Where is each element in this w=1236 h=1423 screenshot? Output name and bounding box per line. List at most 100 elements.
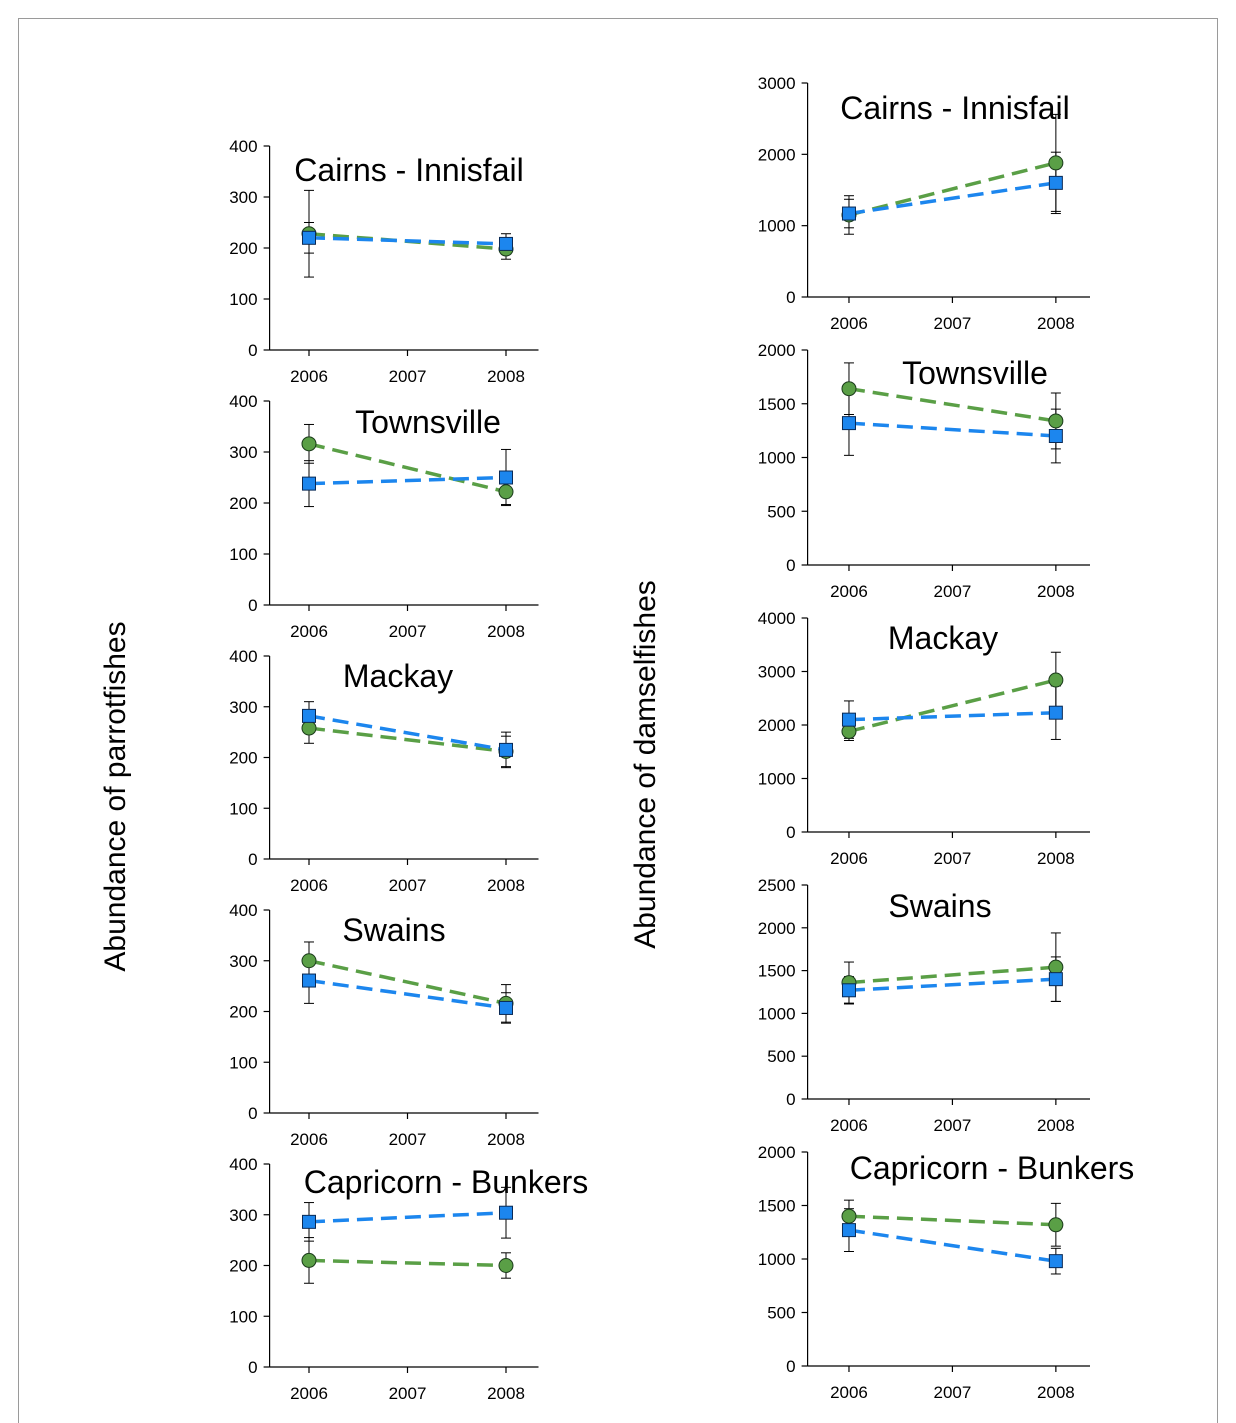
x-tick-label: 2007 xyxy=(934,1383,972,1402)
marker xyxy=(1048,959,1064,975)
y-tick-label: 1000 xyxy=(758,1250,796,1269)
panel: 0 100 200 300 400 2006 2007 2008 Mackay xyxy=(229,647,539,895)
marker xyxy=(1048,672,1064,688)
panel: 0 100 200 300 400 2006 2007 2008 Capricorn - Bun… xyxy=(229,1155,588,1403)
marker xyxy=(1048,705,1063,720)
series-line xyxy=(848,421,1056,438)
series-line xyxy=(848,977,1056,993)
marker xyxy=(1048,413,1064,429)
y-tick-label: 400 xyxy=(229,901,257,920)
y-tick-label: 400 xyxy=(229,1155,257,1174)
y-tick-label: 1500 xyxy=(758,1197,796,1216)
marker xyxy=(841,712,856,727)
panel: 0 500 1000 1500 2000 2006 2007 2008 Townsville xyxy=(758,341,1090,601)
x-tick-label: 2008 xyxy=(487,1130,525,1149)
y-tick-label: 2000 xyxy=(758,145,796,164)
panel-title: Mackay xyxy=(888,620,998,656)
x-tick-label: 2007 xyxy=(934,582,972,601)
marker xyxy=(498,1000,513,1015)
y-tick-label: 2000 xyxy=(758,919,796,938)
y-tick-label: 300 xyxy=(229,1206,257,1225)
y-tick-label: 200 xyxy=(229,749,257,768)
marker xyxy=(498,1258,514,1273)
y-tick-label: 100 xyxy=(229,290,257,309)
marker xyxy=(301,953,317,969)
y-tick-label: 300 xyxy=(229,952,257,971)
panel-title: Cairns - Innisfail xyxy=(840,90,1069,126)
marker xyxy=(301,476,316,491)
marker xyxy=(1048,155,1064,171)
y-tick-label: 100 xyxy=(229,1053,257,1072)
x-tick-label: 2007 xyxy=(389,876,427,895)
y-tick-label: 100 xyxy=(229,799,257,818)
marker xyxy=(498,470,513,485)
x-tick-label: 2008 xyxy=(487,622,525,641)
x-tick-label: 2008 xyxy=(1037,582,1075,601)
x-tick-label: 2008 xyxy=(1037,314,1075,333)
y-tick-label: 0 xyxy=(786,1357,795,1376)
y-tick-label: 300 xyxy=(229,188,257,207)
x-tick-label: 2008 xyxy=(487,367,525,386)
x-tick-label: 2006 xyxy=(290,876,328,895)
series-line xyxy=(848,1214,1056,1227)
x-tick-label: 2008 xyxy=(487,876,525,895)
marker xyxy=(1048,175,1063,190)
marker xyxy=(498,1205,513,1220)
panel-title: Swains xyxy=(888,888,991,924)
marker xyxy=(301,230,316,245)
series-line xyxy=(308,1210,507,1224)
series-line xyxy=(308,978,507,1010)
marker xyxy=(301,1252,317,1268)
panel-title: Capricorn - Bunkers xyxy=(850,1150,1135,1186)
x-tick-label: 2006 xyxy=(830,1116,868,1135)
marker xyxy=(301,973,316,988)
marker xyxy=(1048,1254,1063,1269)
panel-title: Capricorn - Bunkers xyxy=(304,1164,589,1200)
y-tick-label: 0 xyxy=(248,1358,257,1377)
marker xyxy=(841,416,856,431)
y-tick-label: 2000 xyxy=(758,1143,796,1162)
x-tick-label: 2006 xyxy=(290,367,328,386)
y-tick-label: 100 xyxy=(229,1307,257,1326)
y-axis-label: Abundance of parrotfishes xyxy=(99,621,132,971)
series-line xyxy=(848,181,1057,216)
y-tick-label: 0 xyxy=(248,596,257,615)
series-line xyxy=(848,386,1057,423)
panel-title: Swains xyxy=(342,912,445,948)
panel: 0 100 200 300 400 2006 2007 2008 Swains xyxy=(229,901,539,1149)
y-tick-label: 1000 xyxy=(758,449,796,468)
x-tick-label: 2007 xyxy=(389,1384,427,1403)
x-tick-label: 2006 xyxy=(290,622,328,641)
y-tick-label: 400 xyxy=(229,647,257,666)
series-line xyxy=(848,965,1056,985)
marker xyxy=(1048,972,1063,987)
y-tick-label: 0 xyxy=(248,850,257,869)
marker xyxy=(841,381,857,397)
panel-title: Townsville xyxy=(902,355,1048,391)
series-line xyxy=(308,726,507,754)
x-tick-label: 2007 xyxy=(389,622,427,641)
y-tick-label: 2000 xyxy=(758,341,796,360)
y-axis-label: Abundance of damselfishes xyxy=(629,580,662,949)
marker xyxy=(841,1208,857,1224)
panel: 0 100 200 300 400 2006 2007 2008 Townsville xyxy=(229,392,539,641)
marker xyxy=(1048,1217,1064,1233)
series-line xyxy=(848,710,1056,722)
y-tick-label: 4000 xyxy=(758,609,796,628)
x-tick-label: 2008 xyxy=(1037,1383,1075,1402)
panel-title: Cairns - Innisfail xyxy=(294,152,523,188)
y-tick-label: 200 xyxy=(229,494,257,513)
panel-title: Mackay xyxy=(343,658,453,694)
y-tick-label: 400 xyxy=(229,137,257,156)
marker xyxy=(498,742,513,757)
x-tick-label: 2006 xyxy=(290,1130,328,1149)
marker xyxy=(498,236,513,251)
series-line xyxy=(308,475,507,486)
y-tick-label: 400 xyxy=(229,392,257,411)
series-line xyxy=(848,161,1057,217)
y-tick-label: 1000 xyxy=(758,770,796,789)
y-tick-label: 0 xyxy=(786,556,795,575)
y-tick-label: 100 xyxy=(229,545,257,564)
y-tick-label: 500 xyxy=(767,1304,795,1323)
y-tick-label: 0 xyxy=(786,288,795,307)
